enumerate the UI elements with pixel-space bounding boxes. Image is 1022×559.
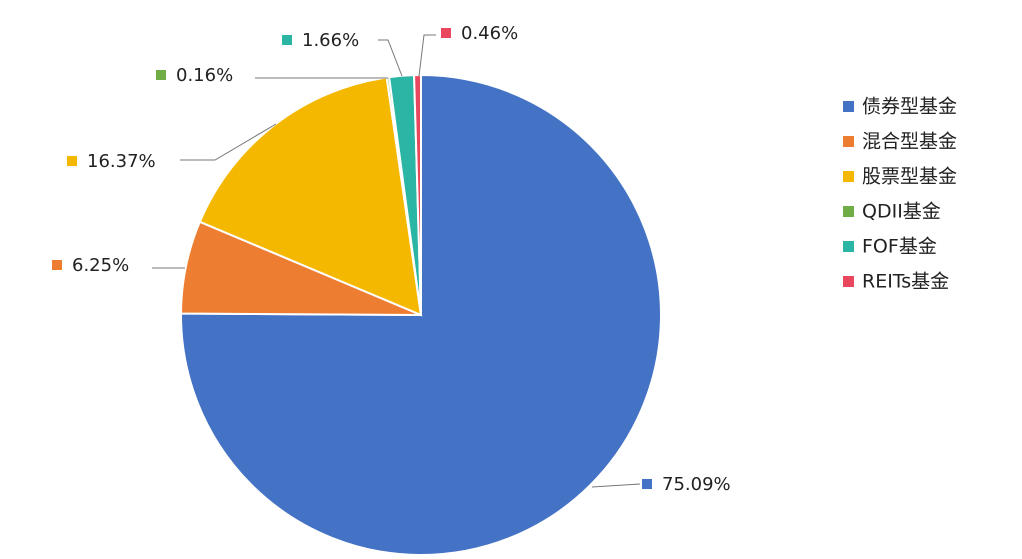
label-marker — [67, 156, 77, 166]
leader-line — [418, 34, 436, 77]
label-marker — [156, 70, 166, 80]
leader-line — [378, 39, 403, 77]
legend-marker — [843, 276, 854, 287]
label-marker — [282, 35, 292, 45]
legend-label: FOF基金 — [862, 236, 937, 258]
data-label: 6.25% — [72, 255, 129, 276]
data-label: 1.66% — [302, 30, 359, 51]
legend-marker — [843, 171, 854, 182]
data-label: 0.46% — [461, 23, 518, 44]
legend-label: REITs基金 — [862, 271, 949, 293]
legend-label: 股票型基金 — [862, 166, 957, 188]
leader-line — [591, 483, 641, 488]
pie-slice — [180, 73, 662, 556]
label-marker — [642, 479, 652, 489]
data-label: 75.09% — [662, 474, 731, 495]
data-label: 0.16% — [176, 65, 233, 86]
legend-marker — [843, 206, 854, 217]
legend-marker — [843, 136, 854, 147]
legend-label: 混合型基金 — [862, 131, 957, 153]
label-marker — [52, 260, 62, 270]
label-marker — [441, 28, 451, 38]
legend-marker — [843, 101, 854, 112]
data-label: 16.37% — [87, 151, 156, 172]
leader-line — [180, 123, 277, 161]
legend-label: QDII基金 — [862, 201, 941, 223]
pie-slice — [413, 73, 422, 316]
legend-marker — [843, 241, 854, 252]
legend-label: 债券型基金 — [862, 96, 957, 118]
